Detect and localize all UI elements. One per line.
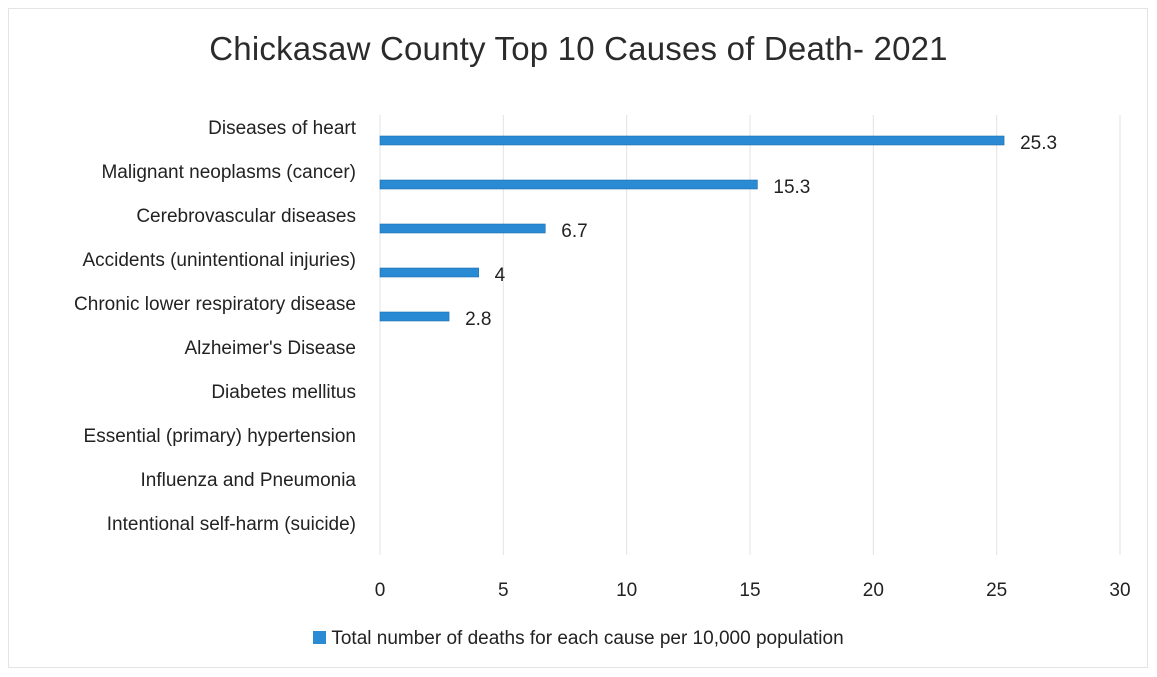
legend-label: Total number of deaths for each cause pe… [331,628,844,649]
bar [379,267,479,278]
category-label: Cerebrovascular diseases [136,206,356,227]
bar [379,311,450,322]
legend: Total number of deaths for each cause pe… [0,628,1157,650]
bar [379,179,758,190]
x-tick-label: 30 [1109,580,1130,601]
bars [379,135,1005,322]
bar [379,223,546,234]
category-label: Influenza and Pneumonia [141,470,357,491]
data-label: 4 [495,265,506,286]
x-axis-ticks: 0 5 10 15 20 25 30 [375,580,1131,601]
x-tick-label: 25 [986,580,1007,601]
data-label: 6.7 [561,221,587,242]
data-label: 15.3 [773,177,810,198]
category-label: Chronic lower respiratory disease [74,294,356,315]
x-tick-label: 20 [863,580,884,601]
chart-frame [8,8,1148,668]
x-tick-label: 5 [498,580,509,601]
category-labels: Diseases of heart Malignant neoplasms (ca… [74,118,357,535]
category-label: Alzheimer's Disease [184,338,356,359]
category-label: Essential (primary) hypertension [84,426,356,447]
category-label: Diabetes mellitus [211,382,356,403]
data-labels: 25.3 15.3 6.7 4 2.8 [465,133,1057,330]
x-tick-label: 15 [739,580,760,601]
x-tick-label: 10 [616,580,637,601]
category-label: Accidents (unintentional injuries) [82,250,356,271]
category-label: Diseases of heart [208,118,357,139]
category-label: Intentional self-harm (suicide) [107,514,356,535]
category-label: Malignant neoplasms (cancer) [101,162,356,183]
bar [379,135,1005,146]
chart-title: Chickasaw County Top 10 Causes of Death-… [209,30,948,67]
data-label: 2.8 [465,309,491,330]
legend-swatch [313,631,327,644]
x-tick-label: 0 [375,580,386,601]
data-label: 25.3 [1020,133,1057,154]
